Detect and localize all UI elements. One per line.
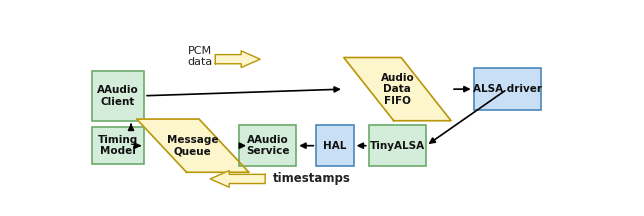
Text: PCM
data: PCM data	[188, 46, 213, 67]
Polygon shape	[344, 57, 451, 121]
Text: Message
Queue: Message Queue	[167, 135, 218, 156]
FancyBboxPatch shape	[316, 125, 354, 167]
Text: HAL: HAL	[323, 141, 346, 151]
Text: Timing
Model: Timing Model	[98, 135, 138, 156]
Text: Audio
Data
FIFO: Audio Data FIFO	[381, 73, 414, 106]
FancyBboxPatch shape	[239, 125, 296, 167]
Polygon shape	[210, 171, 265, 187]
Text: TinyALSA: TinyALSA	[370, 141, 425, 151]
Text: timestamps: timestamps	[272, 172, 350, 185]
FancyBboxPatch shape	[91, 71, 144, 121]
FancyBboxPatch shape	[91, 127, 144, 164]
Polygon shape	[137, 119, 249, 172]
Polygon shape	[215, 51, 260, 67]
FancyBboxPatch shape	[473, 68, 541, 110]
Text: ALSA driver: ALSA driver	[473, 84, 542, 94]
Text: AAudio
Client: AAudio Client	[97, 85, 139, 106]
FancyBboxPatch shape	[369, 125, 426, 167]
Text: AAudio
Service: AAudio Service	[246, 135, 289, 156]
